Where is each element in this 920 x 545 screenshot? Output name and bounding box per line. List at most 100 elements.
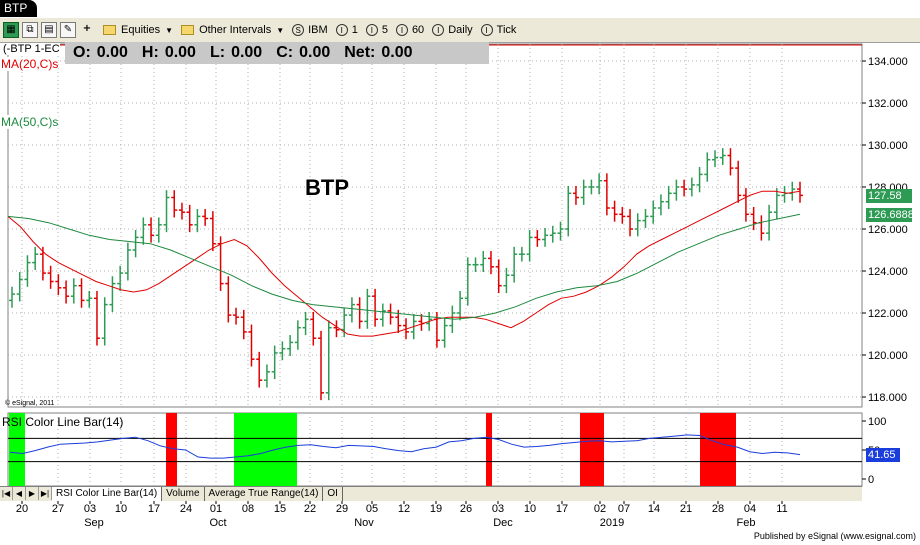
ma20-line: [7, 190, 801, 337]
candle-bar: [263, 364, 270, 388]
candle-bar: [619, 206, 626, 224]
candle-bar: [16, 272, 23, 302]
candle-bar: [233, 307, 240, 325]
low-value: 0.00: [231, 44, 263, 61]
rsi-tick-label: 100: [868, 416, 886, 428]
candle-bar: [379, 303, 386, 327]
candle-bar: [356, 297, 363, 329]
x-tick-label: 28: [712, 503, 724, 515]
interval-60-button[interactable]: I 60: [395, 24, 424, 36]
copyright-text: © eSignal, 2011: [5, 400, 55, 407]
interval-tick-button[interactable]: I Tick: [480, 24, 516, 36]
candle-bar: [487, 251, 494, 275]
candle-bar: [348, 297, 355, 323]
window-title-tab[interactable]: BTP: [0, 0, 38, 17]
candle-bar: [542, 227, 549, 247]
tab-next-icon[interactable]: ▶: [26, 487, 39, 500]
window-titlebar: BTP: [0, 0, 920, 18]
tab-rsi[interactable]: RSI Color Line Bar(14): [52, 487, 163, 501]
symbol-label: (-BTP 1-EC: [3, 43, 60, 55]
candle-bar: [503, 267, 510, 294]
high-value: 0.00: [164, 44, 196, 61]
i-circle-icon: I: [365, 24, 378, 36]
ma20-study-label[interactable]: MA(20,C)s: [1, 57, 59, 71]
x-tick-label: 21: [680, 503, 692, 515]
x-tick-label: 15: [274, 503, 286, 515]
x-tick-label: 26: [460, 503, 472, 515]
candle-bar: [681, 179, 688, 197]
caret-down-icon: ▼: [165, 25, 174, 35]
candle-bar: [797, 181, 803, 203]
x-tick-label: 17: [148, 503, 160, 515]
y-tick-label: 134.000: [868, 56, 908, 68]
new-window-icon[interactable]: ⧉: [22, 22, 38, 38]
oversold-zone: [234, 413, 297, 486]
candle-bar: [109, 276, 116, 312]
candle-bar: [688, 177, 695, 197]
tab-prev-icon[interactable]: ◀: [13, 487, 26, 500]
candle-bar: [209, 211, 216, 252]
x-tick-label: 10: [115, 503, 127, 515]
oversold-zone: [9, 413, 25, 486]
y-tick-label: 126.000: [868, 224, 908, 236]
candle-bar: [387, 303, 394, 325]
candle-bar: [588, 179, 595, 195]
copy-icon[interactable]: ▤: [41, 22, 57, 38]
x-tick-label: 22: [304, 503, 316, 515]
equities-dropdown[interactable]: Equities ▼: [103, 24, 173, 36]
tab-oi[interactable]: OI: [323, 487, 343, 501]
candle-bar: [248, 324, 255, 367]
x-month-label: 2019: [600, 517, 624, 529]
candle-bar: [472, 257, 479, 273]
edit-icon[interactable]: ✎: [60, 22, 76, 38]
x-month-label: Sep: [84, 517, 104, 529]
candle-bar: [39, 246, 46, 281]
other-intervals-dropdown[interactable]: Other Intervals ▼: [181, 24, 284, 36]
candle-bar: [279, 341, 286, 361]
ma50-study-label[interactable]: MA(50,C)s: [1, 115, 59, 129]
overbought-zone: [580, 413, 604, 486]
overbought-zone: [486, 413, 492, 486]
candle-bar: [495, 259, 502, 294]
candle-bar: [372, 288, 379, 327]
interval-daily-button[interactable]: I Daily: [432, 24, 473, 36]
candle-bar: [217, 236, 224, 291]
candle-bar: [101, 297, 108, 346]
overbought-zone: [166, 413, 177, 486]
rsi-value-tag: 41.65: [866, 448, 900, 462]
candle-bar: [712, 150, 719, 168]
x-month-label: Oct: [209, 517, 226, 529]
candle-bar: [78, 278, 85, 308]
y-tick-label: 118.000: [868, 392, 907, 404]
tab-last-icon[interactable]: ▶|: [39, 487, 52, 500]
tab-volume[interactable]: Volume: [162, 487, 205, 501]
ma50-line: [7, 213, 801, 320]
close-value: 0.00: [299, 44, 331, 61]
x-month-label: Feb: [737, 517, 756, 529]
low-label: L:: [209, 44, 226, 61]
candle-bar: [310, 311, 317, 346]
candle-bar: [511, 246, 518, 283]
candle-bar: [657, 194, 664, 216]
open-value: 0.00: [96, 44, 128, 61]
candle-bar: [302, 311, 309, 336]
rsi-study-label[interactable]: RSI Color Line Bar(14): [2, 415, 124, 429]
x-tick-label: 11: [776, 503, 787, 515]
candle-bar: [665, 185, 672, 210]
x-tick-label: 27: [52, 503, 64, 515]
x-tick-label: 14: [648, 503, 660, 515]
candle-bar: [457, 290, 464, 321]
tab-first-icon[interactable]: |◀: [0, 487, 13, 500]
add-icon[interactable]: +: [82, 23, 92, 34]
x-month-label: Dec: [493, 517, 513, 529]
symbol-ibm-button[interactable]: S IBM: [292, 24, 328, 36]
candle-bar: [565, 185, 572, 237]
candle-bar: [117, 265, 124, 291]
tab-atr[interactable]: Average True Range(14): [204, 487, 324, 501]
candle-bar: [572, 185, 579, 205]
link-chart-icon[interactable]: ▦: [3, 22, 19, 38]
y-tick-label: 124.000: [868, 266, 908, 278]
